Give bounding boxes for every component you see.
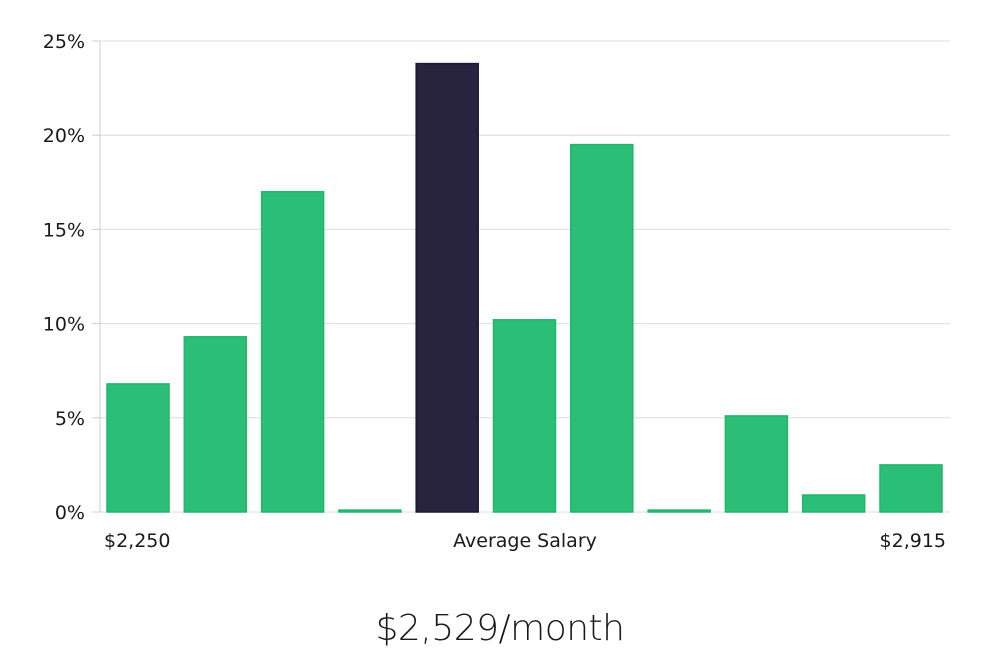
bar — [647, 509, 711, 513]
bar-average-salary — [415, 62, 479, 513]
bar — [570, 143, 634, 513]
salary-histogram: 25% 20% 15% 10% 5% 0% $2,250 Average Salary $… — [43, 31, 950, 552]
y-axis — [92, 40, 101, 513]
bar — [801, 494, 866, 513]
bar — [492, 319, 557, 513]
y-tick-labels: 25% 20% 15% 10% 5% 0% — [43, 31, 85, 524]
y-tick-label: 0% — [55, 502, 85, 524]
bar — [106, 383, 170, 513]
x-label-max: $2,915 — [880, 530, 946, 552]
x-axis-labels: $2,250 Average Salary $2,915 — [104, 530, 946, 552]
y-tick-label: 10% — [43, 314, 85, 336]
average-salary-label: $2,529/month — [375, 608, 625, 649]
y-tick-label: 20% — [43, 125, 85, 147]
x-label-center: Average Salary — [453, 530, 597, 552]
y-tick-label: 15% — [43, 219, 85, 241]
y-tick-label: 25% — [43, 31, 85, 53]
bar — [879, 464, 943, 513]
bar — [724, 415, 789, 513]
x-label-min: $2,250 — [104, 530, 170, 552]
bars — [106, 62, 943, 513]
y-tick-label: 5% — [55, 408, 85, 430]
bar — [183, 336, 248, 513]
bar — [338, 509, 402, 513]
bar — [260, 190, 325, 513]
